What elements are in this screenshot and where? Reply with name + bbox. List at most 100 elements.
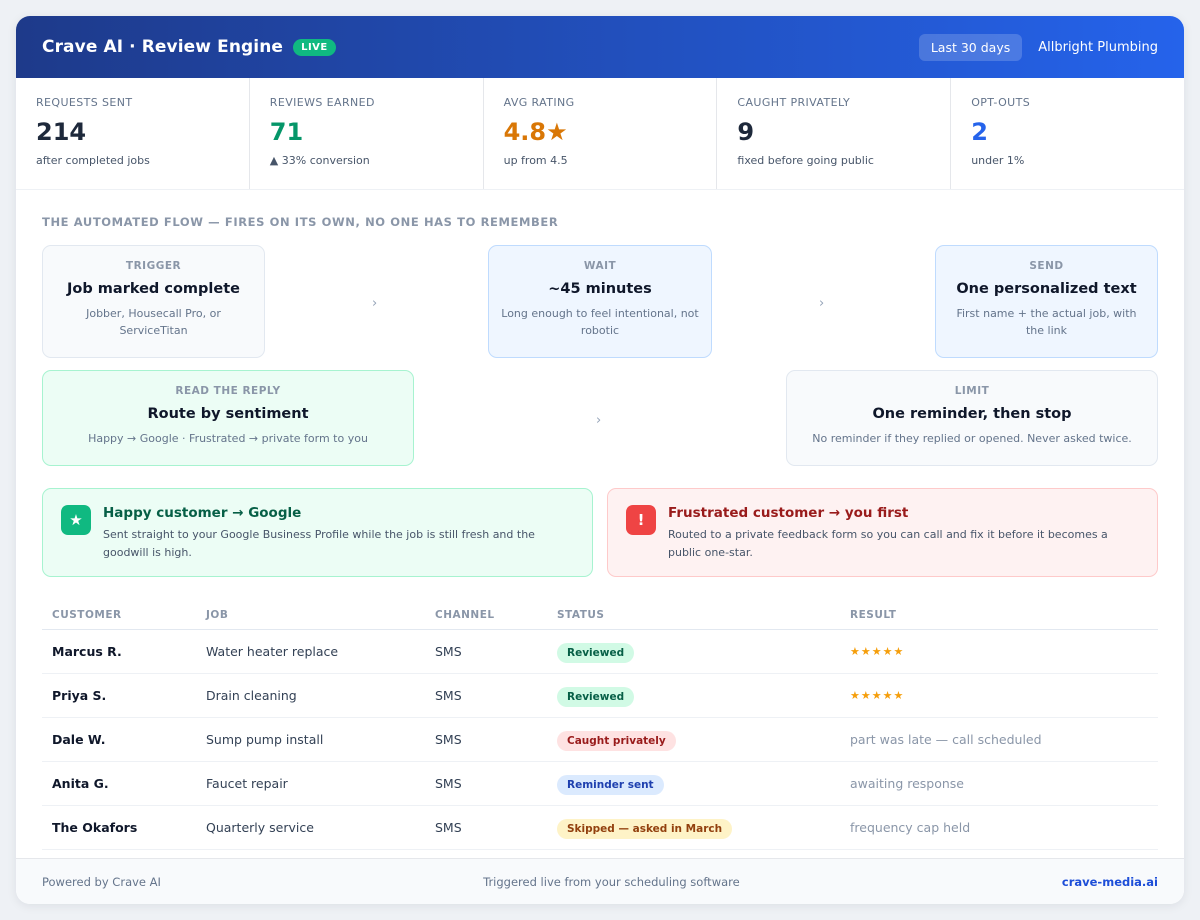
stat-label: REVIEWS EARNED [269, 96, 375, 109]
flow-arrow-icon: › [372, 296, 378, 311]
step-description: Happy → Google · Frustrated → private fo… [88, 432, 368, 445]
period-selector-button[interactable]: Last 30 days [918, 33, 1023, 61]
customer-name: Dale W. [52, 732, 106, 747]
channel: SMS [435, 776, 462, 791]
stat-label: REQUESTS SENT [36, 96, 133, 109]
outcome-frustrated-card: ! Frustrated customer → you first Routed… [607, 488, 1158, 577]
outcome-body: Frustrated customer → you first Routed t… [668, 505, 1139, 560]
outcome-description: Sent straight to your Google Business Pr… [103, 528, 535, 559]
flow-section-title: THE AUTOMATED FLOW — FIRES ON ITS OWN, N… [42, 215, 559, 229]
result-text: awaiting response [850, 776, 964, 791]
stat-subtext: fixed before going public [737, 154, 874, 167]
step-kicker: TRIGGER [125, 260, 182, 272]
column-header-status[interactable]: STATUS [557, 608, 605, 621]
activity-table: CUSTOMER JOB CHANNEL STATUS RESULT Marcu… [42, 600, 1158, 850]
live-badge: LIVE [293, 38, 336, 56]
column-header-result[interactable]: RESULT [850, 608, 897, 621]
stat-reviews-earned: REVIEWS EARNED 71 ▲ 33% conversion [250, 78, 484, 189]
column-header-job[interactable]: JOB [206, 608, 229, 621]
channel: SMS [435, 688, 462, 703]
step-description: Jobber, Housecall Pro, or ServiceTitan [86, 307, 221, 338]
step-kicker: SEND [1029, 260, 1064, 272]
table-row[interactable]: Marcus R. Water heater replace SMS Revie… [42, 630, 1158, 674]
job-name: Water heater replace [206, 644, 339, 659]
footer-powered-by: Powered by Crave AI [42, 874, 161, 889]
channel: SMS [435, 732, 462, 747]
business-name: Allbright Plumbing [1038, 39, 1158, 55]
result-text: frequency cap held [850, 820, 971, 835]
stat-caught-privately: CAUGHT PRIVATELY 9 fixed before going pu… [717, 78, 952, 189]
star-icon: ★ [61, 505, 91, 535]
step-kicker: WAIT [583, 260, 617, 272]
status-badge: Caught privately [557, 730, 676, 751]
stat-label: CAUGHT PRIVATELY [737, 96, 851, 109]
column-header-customer[interactable]: CUSTOMER [52, 608, 122, 621]
stat-label: AVG RATING [503, 96, 575, 109]
stat-value: 4.8★ [503, 118, 568, 146]
status-cell: Caught privately [547, 729, 840, 751]
customer-name: Anita G. [52, 776, 109, 791]
step-title: Job marked complete [67, 281, 240, 297]
flow-arrow-icon: › [819, 296, 825, 311]
column-header-channel[interactable]: CHANNEL [435, 608, 495, 621]
status-badge: Reminder sent [557, 774, 664, 795]
stat-subtext: ▲ 33% conversion [269, 154, 370, 167]
status-badge: Reviewed [557, 686, 635, 707]
stat-value: 9 [737, 118, 755, 146]
table-row[interactable]: Dale W. Sump pump install SMS Caught pri… [42, 718, 1158, 762]
stat-subtext: after completed jobs [36, 154, 150, 167]
flow-step-read-reply: READ THE REPLY Route by sentiment Happy … [42, 370, 414, 466]
star-rating: ★★★★★ [850, 645, 905, 658]
outcome-title: Frustrated customer → you first [668, 505, 909, 521]
stat-value: 71 [269, 118, 304, 146]
stat-opt-outs: OPT-OUTS 2 under 1% [951, 78, 1184, 189]
table-row[interactable]: Priya S. Drain cleaning SMS Reviewed ★★★… [42, 674, 1158, 718]
stat-label: OPT-OUTS [971, 96, 1031, 109]
table-row[interactable]: Anita G. Faucet repair SMS Reminder sent… [42, 762, 1158, 806]
stat-subtext: under 1% [971, 154, 1025, 167]
table-header-row: CUSTOMER JOB CHANNEL STATUS RESULT [42, 600, 1158, 630]
step-title: ~45 minutes [548, 281, 652, 297]
channel: SMS [435, 644, 462, 659]
flow-step-trigger: TRIGGER Job marked complete Jobber, Hous… [42, 245, 265, 358]
flow-step-wait: WAIT ~45 minutes Long enough to feel int… [488, 245, 712, 358]
step-kicker: READ THE REPLY [175, 385, 281, 397]
outcome-description: Routed to a private feedback form so you… [668, 528, 1108, 559]
flow-step-limit: LIMIT One reminder, then stop No reminde… [786, 370, 1158, 466]
stat-value: 214 [36, 118, 87, 146]
footer-tagline: Triggered live from your scheduling soft… [483, 874, 740, 889]
status-cell: Skipped — asked in March [547, 817, 840, 839]
step-description: No reminder if they replied or opened. N… [812, 432, 1132, 445]
footer: Powered by Crave AI Triggered live from … [16, 858, 1184, 904]
status-cell: Reviewed [547, 641, 840, 663]
step-title: Route by sentiment [147, 406, 309, 422]
app-title: Crave AI · Review Engine [42, 37, 284, 57]
status-badge: Skipped — asked in March [557, 818, 733, 839]
status-badge: Reviewed [557, 642, 635, 663]
step-description: First name + the actual job, with the li… [956, 307, 1137, 338]
review-engine-card: Crave AI · Review Engine LIVE Last 30 da… [16, 16, 1184, 904]
table-row[interactable]: The Okafors Quarterly service SMS Skippe… [42, 806, 1158, 850]
alert-icon: ! [626, 505, 656, 535]
customer-name: The Okafors [52, 820, 138, 835]
result-text: part was late — call scheduled [850, 732, 1042, 747]
step-title: One personalized text [956, 281, 1137, 297]
outcome-happy-card: ★ Happy customer → Google Sent straight … [42, 488, 593, 577]
status-cell: Reviewed [547, 685, 840, 707]
stat-requests-sent: REQUESTS SENT 214 after completed jobs [16, 78, 250, 189]
status-cell: Reminder sent [547, 773, 840, 795]
step-kicker: LIMIT [954, 385, 990, 397]
step-title: One reminder, then stop [872, 406, 1072, 422]
stat-avg-rating: AVG RATING 4.8★ up from 4.5 [484, 78, 718, 189]
footer-website-link[interactable]: crave-media.ai [1061, 874, 1158, 889]
star-rating: ★★★★★ [850, 689, 905, 702]
top-bar: Crave AI · Review Engine LIVE Last 30 da… [16, 16, 1184, 78]
stat-subtext: up from 4.5 [503, 154, 568, 167]
job-name: Drain cleaning [206, 688, 297, 703]
step-description: Long enough to feel intentional, not rob… [501, 307, 699, 338]
stat-value: 2 [971, 118, 988, 146]
customer-name: Marcus R. [52, 644, 122, 659]
job-name: Faucet repair [206, 776, 288, 791]
flow-arrow-icon: › [596, 413, 602, 428]
channel: SMS [435, 820, 462, 835]
